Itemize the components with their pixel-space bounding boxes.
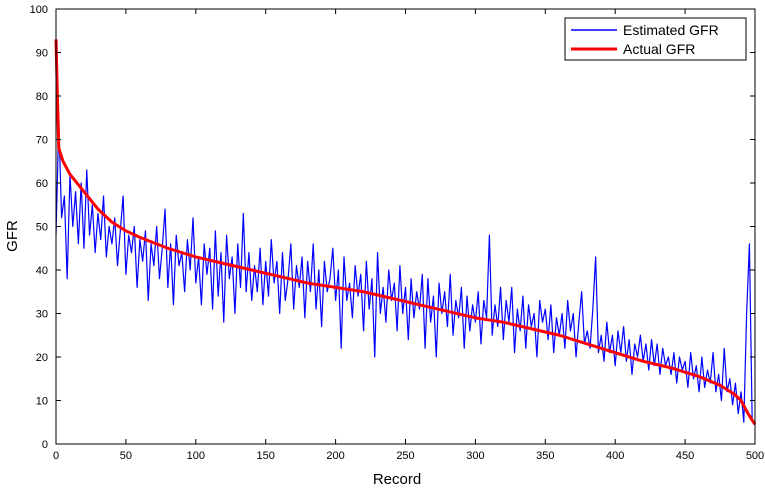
y-tick-label: 90 xyxy=(36,48,48,60)
y-tick-label: 20 xyxy=(36,352,48,364)
y-axis-label: GFR xyxy=(4,220,21,252)
y-tick-label: 40 xyxy=(36,265,48,277)
y-tick-label: 10 xyxy=(36,396,48,408)
x-axis-label: Record xyxy=(373,471,421,488)
legend-box xyxy=(564,17,747,61)
y-tick-label: 80 xyxy=(36,91,48,103)
x-tick-label: 350 xyxy=(536,450,554,462)
x-tick-label: 450 xyxy=(676,450,694,462)
x-tick-label: 300 xyxy=(466,450,484,462)
x-tick-label: 150 xyxy=(257,450,275,462)
x-tick-label: 500 xyxy=(746,450,764,462)
x-tick-label: 100 xyxy=(187,450,205,462)
x-tick-label: 200 xyxy=(326,450,344,462)
y-tick-label: 100 xyxy=(30,4,48,16)
y-tick-label: 30 xyxy=(36,309,48,321)
y-tick-label: 60 xyxy=(36,178,48,190)
y-tick-label: 0 xyxy=(42,439,48,451)
x-tick-label: 250 xyxy=(396,450,414,462)
legend-label-actual: Actual GFR xyxy=(623,41,695,57)
x-tick-label: 0 xyxy=(53,450,59,462)
axes: 0 50 100 150 200 250 300 350 400 450 500 0 10 20 30 40 5… xyxy=(30,4,765,462)
x-tick-label: 400 xyxy=(606,450,624,462)
legend-label-estimated: Estimated GFR xyxy=(623,22,719,38)
y-tick-label: 70 xyxy=(36,135,48,147)
series-line-actual-gfr xyxy=(54,39,757,426)
y-tick-label: 50 xyxy=(36,222,48,234)
x-tick-label: 50 xyxy=(120,450,132,462)
legend: Estimated GFR Actual GFR xyxy=(564,17,747,61)
plot-area xyxy=(54,39,757,426)
